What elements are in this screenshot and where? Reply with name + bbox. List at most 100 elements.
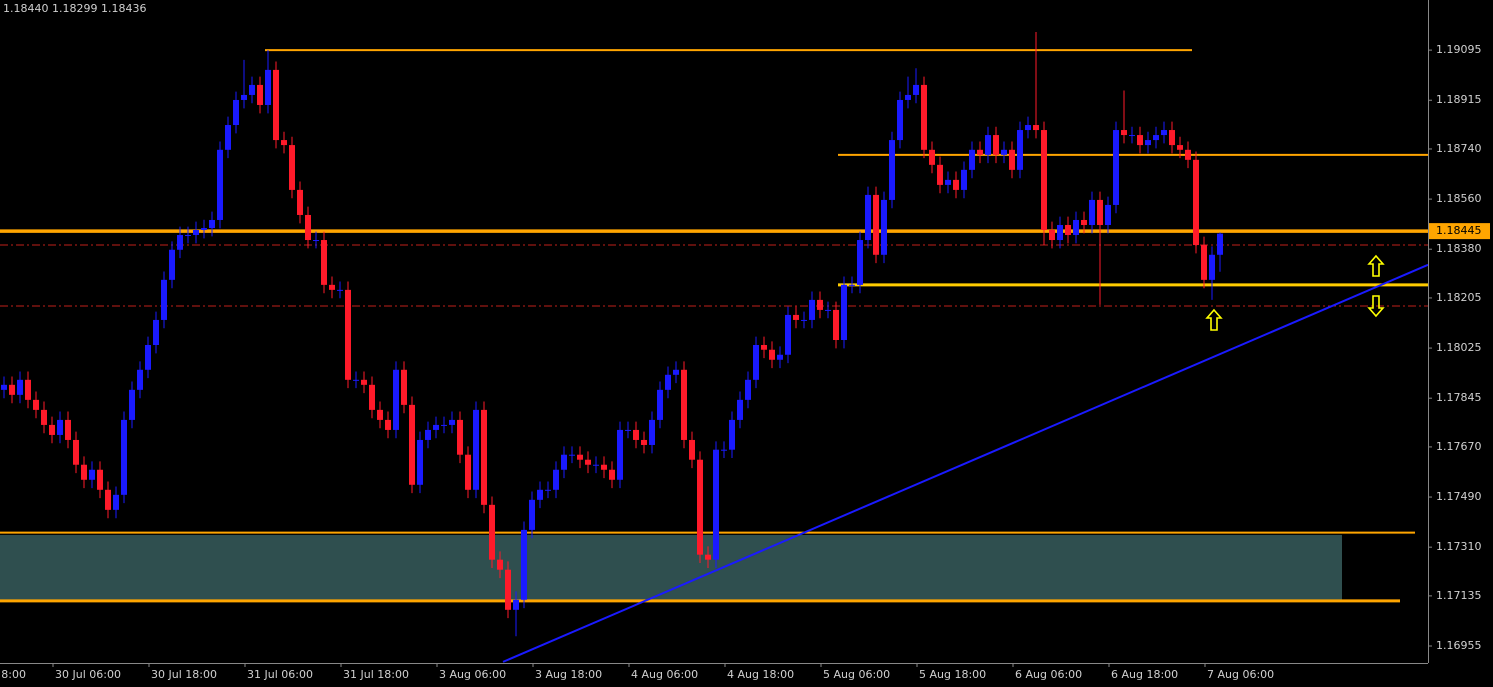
candle-body [1089, 199, 1095, 225]
y-tick-label: 1.18025 [1436, 341, 1482, 354]
candle-body [49, 424, 55, 435]
candle-body [9, 384, 15, 395]
candle-body [729, 419, 735, 450]
candle-body [985, 135, 991, 155]
y-tick-label: 1.18205 [1436, 291, 1482, 304]
candle-body [225, 125, 231, 150]
candle-body [593, 464, 599, 466]
candle-body [1, 384, 7, 390]
y-tick-label: 1.17135 [1436, 589, 1482, 602]
candle-body [601, 464, 607, 470]
candle-body [1145, 140, 1151, 146]
y-tick-label: 1.17490 [1436, 490, 1482, 503]
candle-body [1209, 254, 1215, 280]
candle-body [329, 284, 335, 290]
candle-body [657, 389, 663, 420]
candle-body [449, 419, 455, 425]
candle-body [673, 369, 679, 375]
candle-body [1081, 219, 1087, 225]
candle-body [97, 469, 103, 490]
candle-body [561, 454, 567, 470]
candle-body [713, 449, 719, 560]
candle-body [1073, 219, 1079, 236]
candle-body [313, 240, 319, 242]
trendline [502, 263, 1429, 663]
x-tick-label: 4 Aug 06:00 [631, 668, 698, 681]
candle-body [745, 379, 751, 400]
candle-body [529, 499, 535, 530]
candle-body [721, 449, 727, 451]
candle-body [857, 240, 863, 285]
candle-body [169, 249, 175, 280]
y-tick-label: 1.17845 [1436, 391, 1482, 404]
candle-body [257, 84, 263, 105]
candle-body [249, 84, 255, 95]
candle-body [705, 554, 711, 560]
candle-body [617, 429, 623, 480]
candle-body [921, 84, 927, 150]
candle-body [545, 489, 551, 491]
candle-body [1057, 224, 1063, 241]
candle-body [633, 429, 639, 440]
x-tick-label: 8:00 [1, 668, 26, 681]
candle-body [153, 319, 159, 346]
candle-body [105, 489, 111, 510]
candle-body [841, 284, 847, 340]
candle-body [401, 369, 407, 405]
candle-body [489, 504, 495, 560]
candle-body [217, 149, 223, 220]
candle-body [81, 464, 87, 480]
x-tick-label: 7 Aug 06:00 [1207, 668, 1274, 681]
x-tick-label: 5 Aug 18:00 [919, 668, 986, 681]
candle-body [89, 469, 95, 480]
x-tick-label: 3 Aug 06:00 [439, 668, 506, 681]
y-tick-label: 1.17670 [1436, 440, 1482, 453]
candle-body [241, 94, 247, 100]
candle-body [209, 219, 215, 229]
candle-body [233, 99, 239, 126]
candle-body [913, 84, 919, 95]
candle-body [1001, 149, 1007, 155]
candle-body [1177, 145, 1183, 150]
candle-body [1129, 135, 1135, 137]
candle-body [433, 424, 439, 430]
candle-body [305, 214, 311, 241]
candle-body [689, 439, 695, 460]
candle-body [481, 409, 487, 505]
candle-body [393, 369, 399, 430]
candle-body [457, 419, 463, 455]
candle-body [833, 309, 839, 340]
candle-body [321, 240, 327, 285]
candle-body [641, 439, 647, 445]
candle-body [1169, 130, 1175, 146]
candle-body [345, 289, 351, 380]
candle-body [1201, 245, 1207, 280]
candle-body [1049, 230, 1055, 241]
candle-body [513, 599, 519, 610]
candle-body [553, 469, 559, 490]
candle-body [849, 284, 855, 286]
y-tick-label: 1.19095 [1436, 43, 1482, 56]
candle-body [185, 235, 191, 237]
candle-body [537, 489, 543, 500]
x-tick-label: 31 Jul 18:00 [343, 668, 409, 681]
candle-body [697, 459, 703, 555]
candle-body [1113, 130, 1119, 205]
candle-body [1025, 125, 1031, 131]
candle-body [577, 454, 583, 460]
candle-body [193, 230, 199, 236]
candle-body [777, 354, 783, 360]
candle-body [825, 309, 831, 311]
candle-body [521, 529, 527, 600]
candle-body [353, 379, 359, 381]
candle-body [969, 149, 975, 170]
x-tick-label: 5 Aug 06:00 [823, 668, 890, 681]
candle-body [409, 404, 415, 485]
candle-body [649, 419, 655, 445]
candle-body [297, 189, 303, 215]
x-tick-label: 31 Jul 06:00 [247, 668, 313, 681]
candle-body [201, 228, 207, 231]
candle-body [681, 369, 687, 440]
candle-body [865, 194, 871, 241]
